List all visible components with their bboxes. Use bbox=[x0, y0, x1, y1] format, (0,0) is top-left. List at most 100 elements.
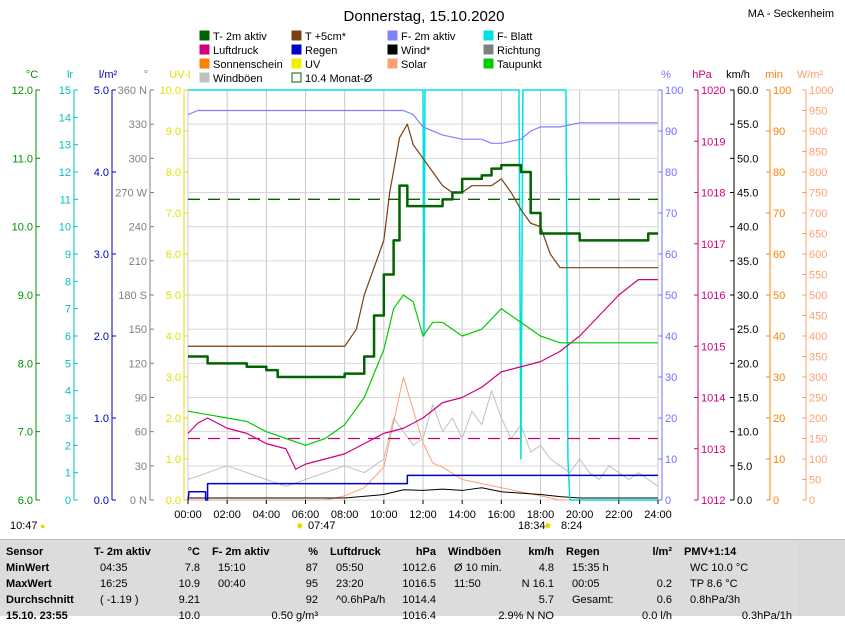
uv-unit-label: UV-I bbox=[169, 69, 190, 81]
moon-icon-2: ✹ bbox=[544, 521, 552, 531]
stats-cell-label: 16:25 bbox=[100, 578, 128, 590]
solar_ticks-tick-label: 950 bbox=[809, 106, 827, 118]
stats-row: 23:20 1016.5 bbox=[324, 576, 442, 592]
legend-swatch bbox=[199, 72, 210, 83]
wind_ticks-tick-label: 50.0 bbox=[737, 153, 758, 165]
axes: °C12.011.010.09.08.07.06.0lr151413121110… bbox=[12, 69, 834, 507]
stats-row: 00:05 0.2 bbox=[560, 576, 678, 592]
stats-cell-label: 23:20 bbox=[336, 578, 364, 590]
precip_ticks-tick-label: 1.0 bbox=[94, 413, 109, 425]
humidity_ticks-tick-label: 40 bbox=[665, 331, 677, 343]
humidity_ticks-tick-label: 70 bbox=[665, 208, 677, 220]
stats-header-label: T- 2m aktiv bbox=[94, 546, 151, 558]
stats-header-label: Luftdruck bbox=[330, 546, 381, 558]
time-tick-label: 02:00 bbox=[213, 509, 241, 521]
stats-cell-label: MinWert bbox=[6, 562, 50, 574]
stats-row: 00:40 95 bbox=[206, 576, 324, 592]
minutes_ticks-tick-label: 30 bbox=[773, 372, 785, 384]
stats-cell-value: N 16.1 bbox=[521, 578, 554, 590]
legend-swatch bbox=[199, 44, 210, 55]
stats-header: Luftdruck hPa bbox=[324, 544, 442, 560]
humidity_ticks-tick-label: 50 bbox=[665, 290, 677, 302]
time-tick-label: 04:00 bbox=[253, 509, 281, 521]
moonset-label: 10:47 bbox=[10, 520, 38, 532]
solar_ticks-tick-label: 300 bbox=[809, 372, 827, 384]
wind_ticks-tick-label: 35.0 bbox=[737, 256, 758, 268]
legend-swatch bbox=[387, 44, 398, 55]
pressure_ticks-tick-label: 1014 bbox=[701, 393, 725, 405]
wind_ticks-tick-label: 60.0 bbox=[737, 85, 758, 97]
dir_ticks-tick-label: 0 N bbox=[130, 495, 147, 507]
stats-cell-label: 11:50 bbox=[454, 578, 481, 590]
time-tick-label: 06:00 bbox=[292, 509, 320, 521]
stats-cell-label: TP 8.6 °C bbox=[690, 578, 738, 590]
stats-cell-label: Ø 10 min. bbox=[454, 562, 502, 574]
time-tick-label: 16:00 bbox=[488, 509, 516, 521]
pressure_ticks-tick-label: 1019 bbox=[701, 136, 725, 148]
dir_ticks-tick-label: 360 N bbox=[118, 85, 147, 97]
dir_ticks-tick-label: 330 bbox=[129, 119, 147, 131]
minutes_ticks-tick-label: 40 bbox=[773, 331, 785, 343]
stats-header: Windböen km/h bbox=[442, 544, 560, 560]
solar_ticks-tick-label: 250 bbox=[809, 393, 827, 405]
statistics-table: Sensor MinWert MaxWert Durchschnitt 15.10. 2… bbox=[0, 539, 845, 622]
legend-label: 10.4 Monat-Ø bbox=[305, 73, 373, 85]
dir_ticks-tick-label: 210 bbox=[129, 256, 147, 268]
moon-icon: ● bbox=[40, 521, 45, 531]
stats-footer-value: 10.0 bbox=[178, 610, 200, 622]
uv_ticks-tick-label: 10.0 bbox=[160, 85, 181, 97]
series-solar bbox=[188, 376, 658, 501]
wind_ticks-tick-label: 30.0 bbox=[737, 290, 758, 302]
legend-swatch bbox=[291, 72, 302, 83]
time-tick-label: 22:00 bbox=[605, 509, 633, 521]
lr_ticks-tick-label: 13 bbox=[59, 140, 71, 152]
stats-footer-value: 2.9% N NO bbox=[498, 610, 554, 622]
solar_ticks-tick-label: 600 bbox=[809, 249, 827, 261]
pressure_ticks-tick-label: 1018 bbox=[701, 188, 725, 200]
uv_ticks-tick-label: 6.0 bbox=[166, 249, 181, 261]
stats-header-unit: °C bbox=[187, 546, 200, 558]
lr_ticks-tick-label: 8 bbox=[65, 276, 71, 288]
stats-row: 11:50 N 16.1 bbox=[442, 576, 560, 592]
humidity_ticks-tick-label: 20 bbox=[665, 413, 677, 425]
stats-row: MaxWert bbox=[0, 576, 88, 592]
moonrise-label: 8:24 bbox=[561, 520, 582, 532]
pressure_ticks-tick-label: 1017 bbox=[701, 239, 725, 251]
dir_ticks-tick-label: 270 W bbox=[115, 188, 147, 200]
stats-footer-value: 1016.4 bbox=[402, 610, 436, 622]
stats-footer: 0.3hPa/1h bbox=[678, 608, 798, 624]
stats-row: 04:35 7.8 bbox=[88, 560, 206, 576]
pressure-unit-label: hPa bbox=[692, 69, 712, 81]
wind_ticks-tick-label: 0.0 bbox=[737, 495, 752, 507]
uv_ticks-tick-label: 3.0 bbox=[166, 372, 181, 384]
solar_ticks-tick-label: 700 bbox=[809, 208, 827, 220]
wind_ticks-tick-label: 25.0 bbox=[737, 324, 758, 336]
precip-unit-label: l/m² bbox=[99, 69, 118, 81]
legend-label: Luftdruck bbox=[213, 45, 259, 57]
stats-column: Sensor MinWert MaxWert Durchschnitt 15.10. 2… bbox=[0, 540, 90, 622]
time-tick-label: 08:00 bbox=[331, 509, 359, 521]
stats-header: Sensor bbox=[0, 544, 88, 560]
uv_ticks-tick-label: 4.0 bbox=[166, 331, 181, 343]
legend-swatch bbox=[199, 58, 210, 69]
stats-header-label: Regen bbox=[566, 546, 600, 558]
stats-cell-value: 1016.5 bbox=[402, 578, 436, 590]
time-tick-label: 18:00 bbox=[527, 509, 555, 521]
temp_ticks-tick-label: 9.0 bbox=[18, 290, 33, 302]
stats-cell-label: Gesamt: bbox=[572, 594, 614, 606]
legend-swatch bbox=[199, 30, 210, 41]
time-tick-label: 00:00 bbox=[174, 509, 202, 521]
stats-footer: 15.10. 23:55 bbox=[0, 608, 88, 624]
sun-icon: ✹ bbox=[296, 521, 304, 531]
stats-cell-value: 87 bbox=[305, 562, 318, 574]
stats-row: 15:10 87 bbox=[206, 560, 324, 576]
minutes_ticks-tick-label: 60 bbox=[773, 249, 785, 261]
legend-label: Wind* bbox=[401, 45, 431, 57]
stats-footer-value: 0.50 g/m³ bbox=[271, 610, 318, 622]
series-t-2m-aktiv bbox=[188, 163, 658, 379]
stats-header-unit: % bbox=[308, 546, 318, 558]
lr_ticks-tick-label: 5 bbox=[65, 358, 71, 370]
legend-label: Taupunkt bbox=[497, 59, 542, 71]
stats-column: Windböen km/h Ø 10 min. 4.8 11:50 N 16.1 5.7 2.… bbox=[442, 540, 562, 622]
plot-area bbox=[187, 89, 659, 501]
